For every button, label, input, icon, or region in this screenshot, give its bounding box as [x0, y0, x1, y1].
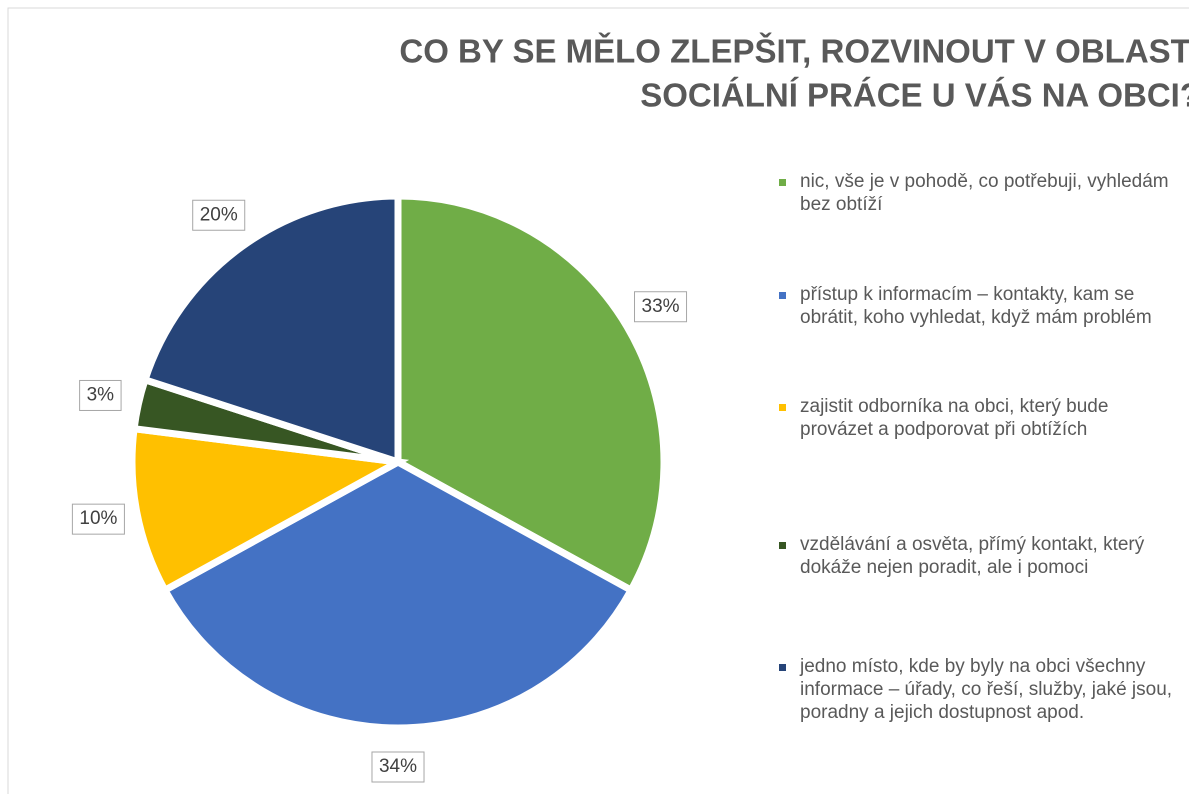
- data-label: 34%: [379, 756, 417, 777]
- legend-item: nic, vše je v pohodě, co potřebuji, vyhl…: [779, 170, 1185, 216]
- legend-swatch: [779, 404, 786, 411]
- data-label-box: [71, 503, 125, 535]
- chart-title: CO BY SE MĚLO ZLEPŠIT, ROZVINOUT V OBLAS…: [399, 32, 1189, 70]
- data-label-box: [371, 751, 425, 783]
- data-label-box: [634, 291, 688, 323]
- legend-item: zajistit odborníka na obci, který bude p…: [779, 395, 1185, 441]
- legend-label: jedno místo, kde by byly na obci všechny…: [800, 656, 1173, 723]
- data-label: 33%: [642, 296, 680, 317]
- pie-slice: [140, 192, 402, 467]
- legend-label: přístup k informacím – kontakty, kam se …: [800, 284, 1152, 328]
- legend-label: nic, vše je v pohodě, co potřebuji, vyhl…: [800, 171, 1169, 215]
- data-label-box: [79, 379, 122, 411]
- chart-title: SOCIÁLNÍ PRÁCE U VÁS NA OBCI?: [640, 77, 1189, 114]
- data-label: 10%: [79, 508, 117, 529]
- pie-slice: [394, 192, 668, 595]
- chart-frame: [7, 7, 1189, 794]
- legend-item: přístup k informacím – kontakty, kam se …: [779, 283, 1185, 329]
- pie-slice: [128, 424, 410, 595]
- data-label: 3%: [87, 384, 115, 405]
- legend-swatch: [779, 542, 786, 549]
- legend-item: jedno místo, kde by byly na obci všechny…: [779, 655, 1185, 724]
- legend-swatch: [779, 292, 786, 299]
- data-label-box: [192, 199, 246, 231]
- legend-swatch: [779, 664, 786, 671]
- data-label: 20%: [200, 204, 238, 225]
- legend-label: zajistit odborníka na obci, který bude p…: [800, 396, 1109, 440]
- legend-label: vzdělávání a osvěta, přímý kontakt, kter…: [800, 534, 1145, 578]
- legend-item: vzdělávání a osvěta, přímý kontakt, kter…: [779, 533, 1185, 579]
- legend-swatch: [779, 179, 786, 186]
